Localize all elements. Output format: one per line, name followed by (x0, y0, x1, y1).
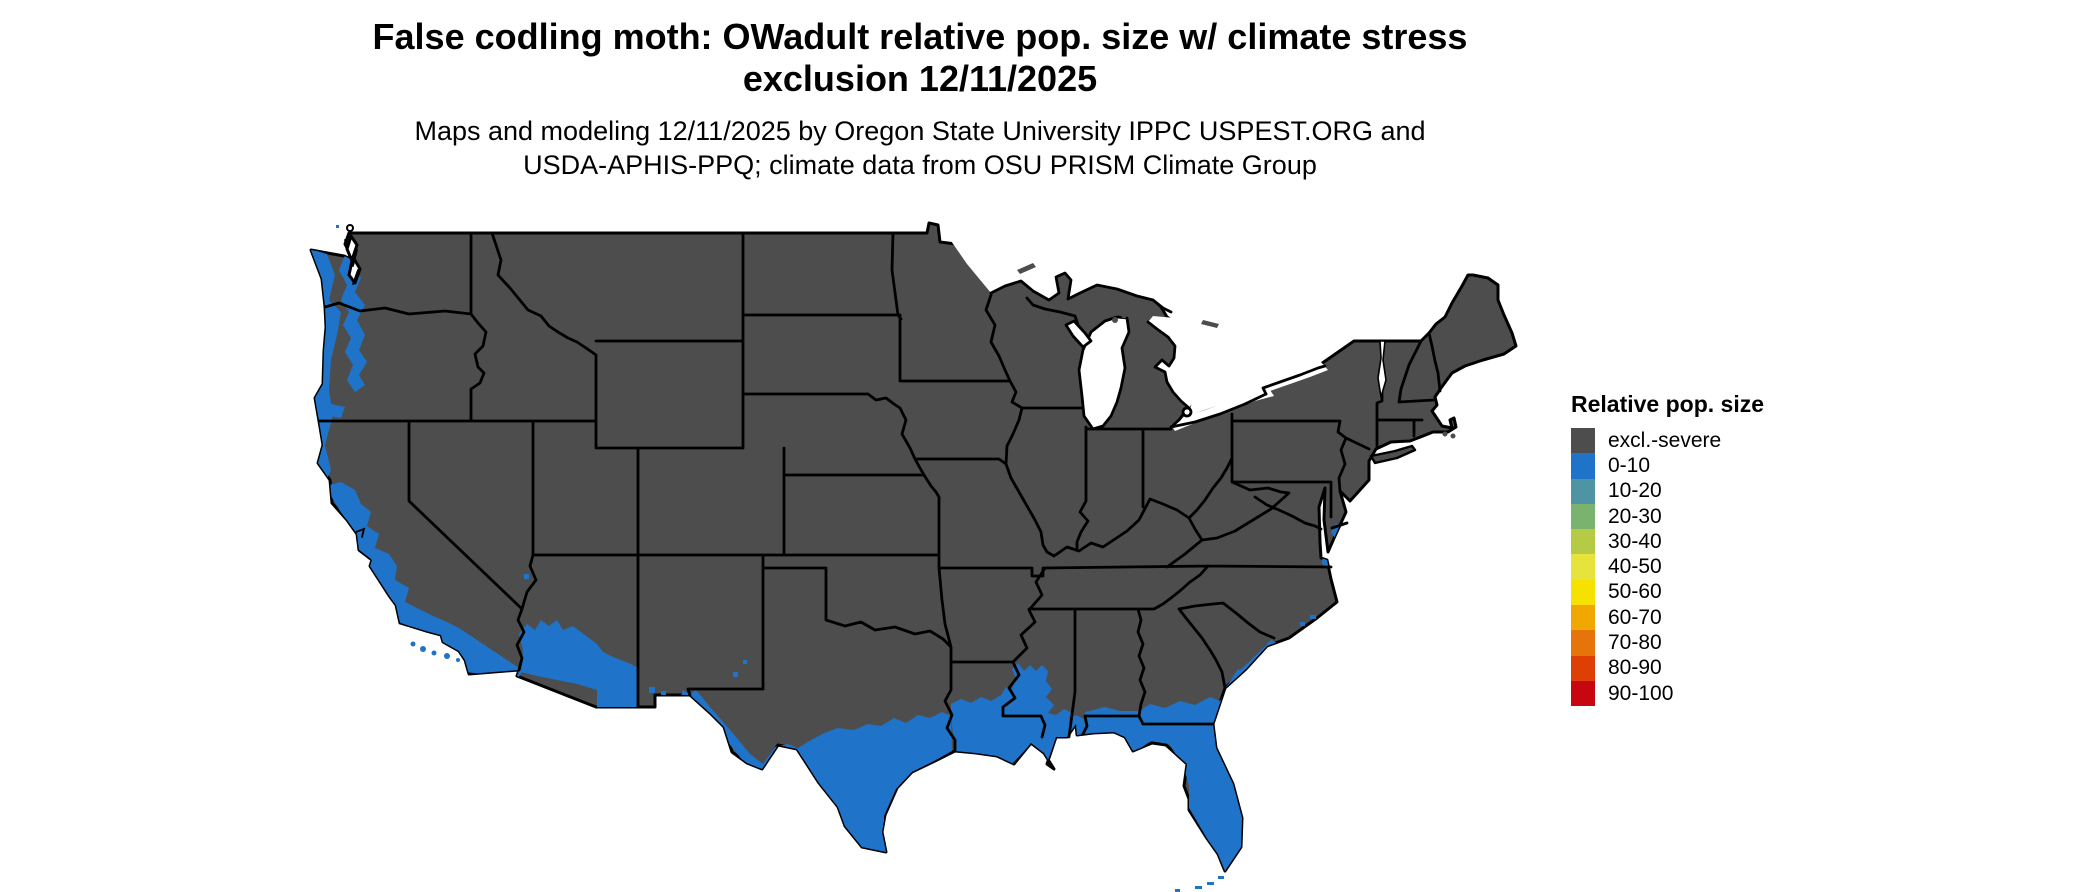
subtitle-line-1: Maps and modeling 12/11/2025 by Oregon S… (414, 116, 1426, 146)
legend-item: 50-60 (1571, 579, 1891, 606)
legend-swatch (1571, 655, 1595, 681)
legend-label: 60-70 (1608, 605, 1662, 629)
lake-michigan (1077, 315, 1131, 431)
legend-swatch (1571, 680, 1595, 707)
legend-swatch (1571, 605, 1595, 631)
lake-champlain (1377, 340, 1387, 398)
subtitle-line-2: USDA-APHIS-PPQ; climate data from OSU PR… (523, 150, 1317, 180)
legend-label: 70-80 (1608, 631, 1662, 655)
legend-swatch (1571, 579, 1595, 606)
legend-item: excl.-severe (1571, 428, 1891, 454)
legend-swatch (1571, 630, 1595, 656)
legend-item: 30-40 (1571, 529, 1891, 555)
legend-swatch (1571, 453, 1595, 479)
legend-label: 90-100 (1608, 681, 1674, 705)
legend-label: 50-60 (1608, 580, 1662, 604)
legend-item: 0-10 (1571, 453, 1891, 479)
state-borders (317, 231, 1442, 753)
isle-royale (1017, 263, 1036, 274)
islands (1017, 263, 1456, 465)
legend-label: 40-50 (1608, 555, 1662, 579)
land-excl-severe (309, 221, 1518, 873)
legend-item: 40-50 (1571, 554, 1891, 580)
legend-swatch (1571, 503, 1595, 530)
page-title: False codling moth: OWadult relative pop… (0, 16, 1840, 100)
legend-label: 30-40 (1608, 529, 1662, 553)
long-island (1369, 444, 1417, 465)
green-bay (1064, 319, 1093, 349)
legend-title: Relative pop. size (1571, 391, 1765, 417)
legend-item: 80-90 (1571, 655, 1891, 681)
legend-label: excl.-severe (1608, 428, 1722, 452)
legend-label: 10-20 (1608, 479, 1662, 503)
us-map-svg (309, 221, 1518, 892)
legend-item: 60-70 (1571, 605, 1891, 631)
us-map (305, 220, 1525, 892)
legend-label: 0-10 (1608, 453, 1651, 477)
legend-swatch (1571, 554, 1595, 580)
legend: Relative pop. size excl.-severe 0-10 10-20… (1571, 391, 1891, 707)
legend-item: 90-100 (1571, 680, 1891, 707)
great-lakes (945, 224, 1387, 431)
title-line-1: False codling moth: OWadult relative pop… (372, 16, 1468, 57)
offshore-pop-0-10 (336, 225, 1224, 892)
legend-label: 20-30 (1608, 504, 1662, 528)
legend-item: 20-30 (1571, 503, 1891, 530)
legend-item: 70-80 (1571, 630, 1891, 656)
legend-swatch (1571, 478, 1595, 504)
title-line-2: exclusion 12/11/2025 (742, 58, 1098, 99)
puget-sound (344, 224, 366, 538)
legend-swatch (1571, 529, 1595, 555)
subtitle: Maps and modeling 12/11/2025 by Oregon S… (0, 114, 1840, 182)
legend-swatch (1571, 428, 1595, 454)
legend-item: 10-20 (1571, 478, 1891, 504)
legend-label: 80-90 (1608, 656, 1662, 680)
legend-items: excl.-severe 0-10 10-20 20-30 30-40 40-50 50-6… (1571, 428, 1891, 707)
lake-st-clair (1181, 406, 1193, 418)
lake-superior (945, 224, 1185, 312)
